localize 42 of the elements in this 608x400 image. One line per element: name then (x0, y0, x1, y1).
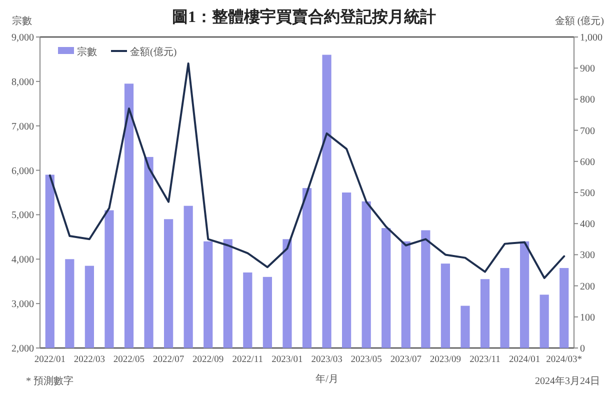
x-tick-label: 2023/01 (272, 355, 304, 365)
x-tick-label: 2023/05 (350, 355, 382, 365)
x-tick-label: 2022/03 (74, 355, 106, 365)
text: * 預測數字 (26, 375, 74, 387)
y2-tick-label: 0 (580, 344, 585, 354)
y2-tick-label: 600 (580, 156, 595, 168)
x-tick-label: 2022/01 (34, 355, 66, 365)
line-series (48, 62, 566, 280)
y-tick-label: 3,000 (12, 299, 34, 310)
y2-tick-label: 700 (580, 126, 595, 137)
x-tick-label: 2023/03 (311, 355, 343, 365)
y2-tick-label: 300 (580, 250, 595, 262)
x-tick-label: 2022/07 (152, 355, 184, 365)
x-tick-label: 2022/05 (113, 355, 145, 365)
x-tick-label: 2024/03* (546, 355, 582, 365)
chart-title: 圖1：整體樓宇買賣合約登記按月統計 (172, 7, 436, 26)
y-tick-label: 4,000 (12, 254, 34, 266)
y2-tick-label: 400 (580, 219, 595, 230)
legend-label: 宗數 (77, 46, 97, 58)
y-axis-title: 宗數 (12, 15, 32, 27)
y-tick-label: 2,000 (12, 344, 34, 354)
x-axis-title: 年/月 (316, 373, 338, 385)
legend-label: 金額(億元) (130, 46, 177, 58)
y-tick-label: 9,000 (12, 32, 34, 44)
y-tick-label: 8,000 (12, 76, 34, 88)
y2-tick-label: 800 (580, 94, 595, 106)
y-tick-label: 7,000 (12, 121, 34, 132)
x-tick-label: 2024/01 (508, 355, 540, 365)
y2-axis-title: 金額 (億元) (554, 15, 604, 27)
y2-tick-label: 900 (580, 64, 595, 75)
x-tick-label: 2022/09 (192, 355, 224, 365)
y2-tick-label: 100 (580, 312, 595, 324)
x-tick-label: 2023/09 (430, 355, 462, 365)
y-tick-label: 6,000 (12, 166, 34, 177)
y2-tick-label: 1,000 (580, 32, 602, 44)
y2-tick-label: 200 (580, 281, 595, 292)
text: 2024年3月24日 (535, 375, 600, 387)
x-tick-label: 2022/11 (232, 355, 264, 365)
y2-tick-label: 500 (580, 188, 595, 199)
x-tick-label: 2023/07 (390, 355, 422, 365)
x-tick-label: 2023/11 (470, 355, 501, 365)
y-tick-label: 5,000 (12, 210, 34, 222)
